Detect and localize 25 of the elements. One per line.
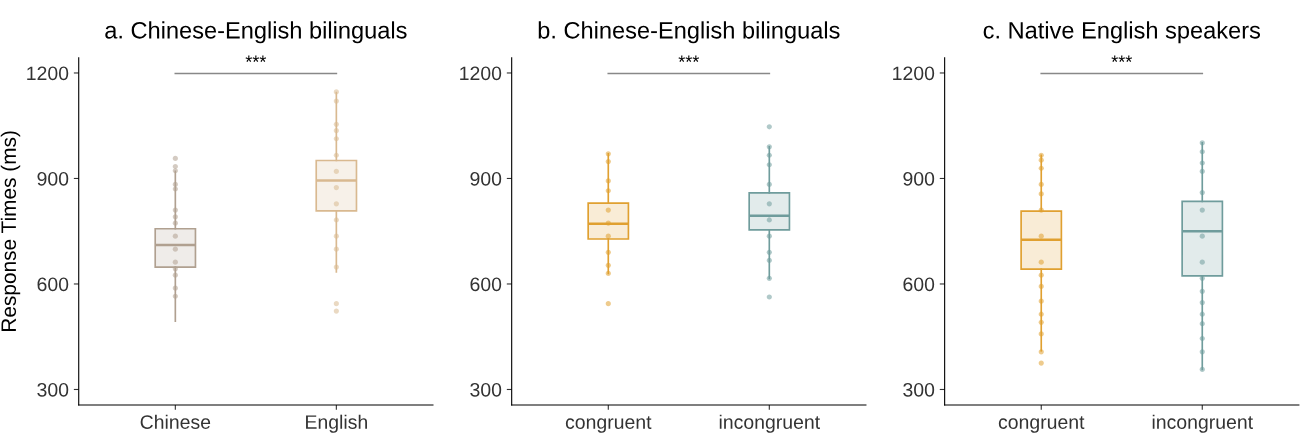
chart-title: a. Chinese-English bilinguals (105, 21, 407, 44)
annotation: *** (245, 55, 267, 62)
chart-title: b. Chinese-English bilinguals (538, 21, 840, 44)
y-tick-label: 300 (470, 382, 502, 397)
x-tick-label: English (306, 414, 367, 433)
annotation: *** (678, 55, 700, 62)
y-tick-label: 300 (37, 382, 69, 397)
y-tick-label: 600 (903, 277, 935, 292)
y-tick-label: 600 (470, 277, 502, 292)
chart-title: c. Native English speakers (983, 21, 1261, 44)
x-tick-label: Chinese (140, 414, 211, 429)
annotation: *** (1111, 55, 1133, 62)
y-tick-label: 300 (903, 382, 935, 397)
x-tick-label: congruent (998, 416, 1085, 433)
y-tick-label: 1200 (893, 66, 935, 81)
y-tick-label: 1200 (27, 66, 69, 81)
x-tick-label: incongruent (719, 414, 820, 433)
y-tick-label: 600 (37, 277, 69, 292)
x-tick-label: congruent (565, 416, 652, 433)
x-tick-label: incongruent (1152, 414, 1253, 433)
y-tick-label: 900 (903, 171, 935, 186)
y-axis-title: Response Times (ms) (0, 131, 21, 331)
y-tick-label: 900 (470, 171, 502, 186)
y-tick-label: 1200 (460, 66, 502, 81)
y-tick-label: 900 (37, 171, 69, 186)
